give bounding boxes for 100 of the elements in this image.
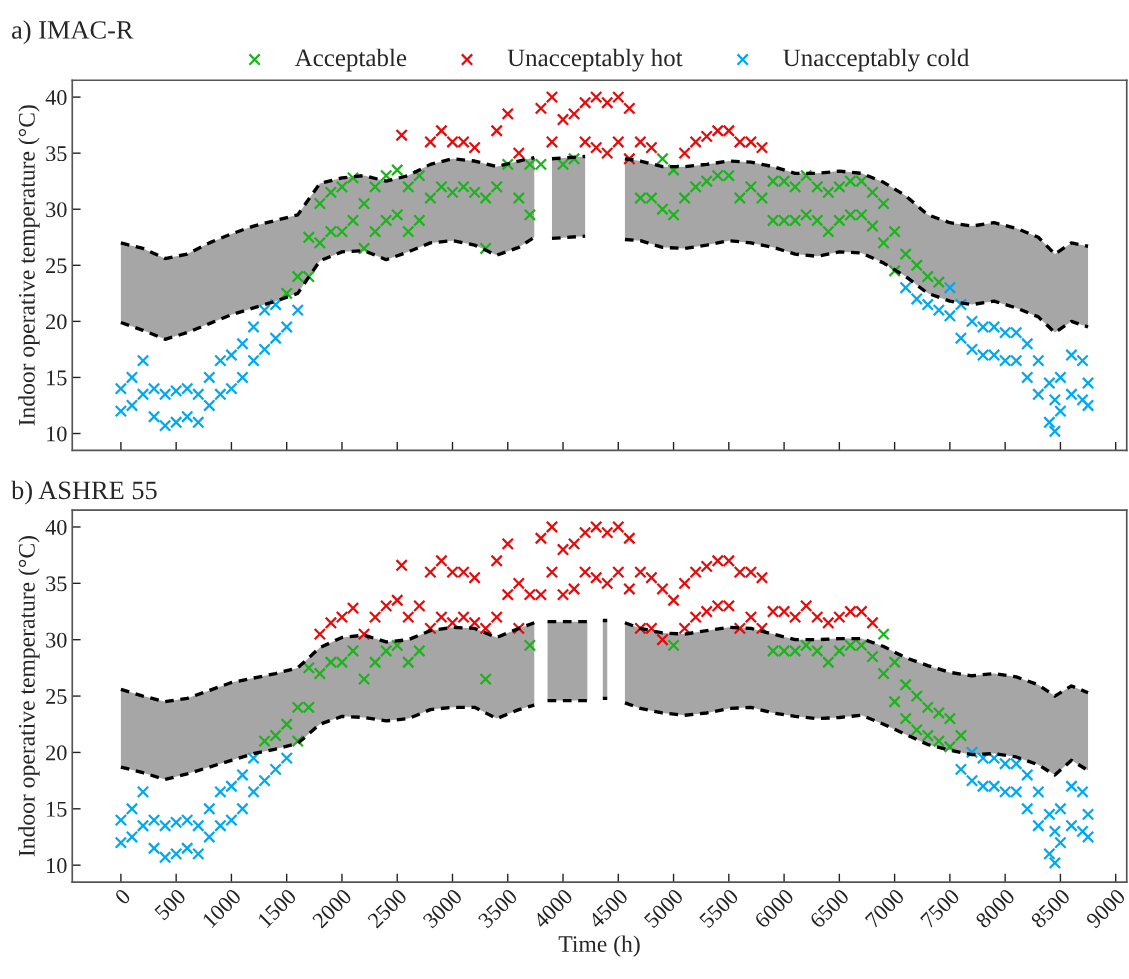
point bbox=[225, 780, 238, 793]
point bbox=[291, 734, 304, 748]
point bbox=[689, 135, 702, 149]
point bbox=[623, 102, 636, 115]
point bbox=[932, 734, 946, 748]
point bbox=[612, 90, 625, 104]
point bbox=[147, 813, 161, 827]
point bbox=[645, 141, 658, 154]
point bbox=[203, 802, 216, 816]
point bbox=[921, 729, 935, 742]
x-tick-label: 4000 bbox=[532, 887, 574, 930]
y-tick-label: 25 bbox=[46, 689, 67, 704]
y-axis-title: Indoor operative temperature (°C) bbox=[18, 536, 40, 857]
point bbox=[147, 842, 161, 855]
point bbox=[247, 751, 260, 765]
y-tick-label: 30 bbox=[46, 202, 67, 218]
point bbox=[578, 135, 592, 149]
point bbox=[192, 819, 205, 832]
point bbox=[545, 135, 559, 149]
point bbox=[1076, 825, 1089, 838]
point bbox=[833, 644, 846, 658]
legend-label: Unacceptably cold bbox=[783, 48, 970, 72]
point bbox=[589, 141, 603, 154]
point bbox=[468, 141, 481, 154]
point bbox=[501, 107, 515, 121]
point bbox=[1032, 785, 1045, 799]
point bbox=[192, 847, 205, 861]
point bbox=[1081, 808, 1095, 821]
chart-title: b) ASHRE 55 bbox=[11, 480, 157, 505]
point bbox=[523, 639, 537, 652]
point bbox=[479, 672, 492, 686]
point bbox=[1043, 808, 1056, 821]
y-tick-label: 10 bbox=[47, 426, 67, 442]
point bbox=[1054, 836, 1067, 849]
point bbox=[346, 644, 360, 658]
legend-label: Unacceptably hot bbox=[507, 48, 683, 72]
y-tick-label: 15 bbox=[47, 370, 67, 386]
point bbox=[567, 107, 581, 121]
point bbox=[954, 729, 968, 742]
y-tick-label: 40 bbox=[45, 90, 67, 106]
point bbox=[302, 661, 316, 675]
point bbox=[534, 102, 548, 115]
point bbox=[1065, 819, 1078, 832]
point bbox=[413, 644, 426, 658]
point bbox=[424, 135, 437, 149]
x-tick-label: 6500 bbox=[809, 887, 850, 929]
point bbox=[589, 90, 603, 104]
y-tick-label: 40 bbox=[45, 519, 67, 535]
y-tick-label: 15 bbox=[47, 801, 67, 817]
point bbox=[932, 706, 946, 720]
point bbox=[402, 655, 415, 669]
point bbox=[280, 751, 293, 765]
point bbox=[1054, 802, 1067, 816]
point bbox=[667, 639, 680, 652]
point bbox=[1048, 825, 1062, 838]
y-tick-label: 35 bbox=[46, 576, 67, 592]
point bbox=[225, 813, 238, 827]
x-tick-label: 500 bbox=[153, 887, 187, 921]
point bbox=[1043, 847, 1056, 861]
point bbox=[965, 746, 979, 759]
point bbox=[1076, 785, 1089, 799]
point bbox=[114, 813, 128, 827]
point bbox=[125, 830, 139, 844]
point bbox=[810, 644, 824, 658]
point bbox=[888, 695, 901, 708]
point bbox=[269, 763, 282, 776]
point bbox=[512, 146, 526, 160]
point bbox=[899, 678, 912, 692]
x-tick-label: 0 bbox=[114, 887, 132, 906]
point bbox=[214, 819, 227, 832]
point bbox=[357, 672, 371, 686]
point bbox=[910, 689, 923, 703]
point bbox=[114, 836, 128, 849]
y-tick-label: 10 bbox=[47, 858, 67, 874]
point bbox=[236, 768, 249, 782]
point bbox=[634, 135, 647, 149]
point bbox=[678, 146, 691, 160]
point bbox=[214, 785, 227, 799]
point bbox=[921, 701, 935, 714]
point bbox=[888, 655, 901, 669]
y-tick-label: 25 bbox=[46, 258, 67, 274]
point bbox=[313, 667, 327, 680]
point bbox=[136, 819, 150, 832]
y-axis-title: Indoor operative temperature (°C) bbox=[18, 105, 40, 426]
point bbox=[258, 774, 271, 787]
point bbox=[1021, 802, 1034, 816]
x-axis-title: Time (h) bbox=[558, 935, 640, 957]
y-tick-label: 20 bbox=[46, 314, 67, 330]
point bbox=[877, 627, 890, 641]
point bbox=[1032, 819, 1045, 832]
point bbox=[799, 639, 813, 652]
point bbox=[899, 712, 912, 725]
point bbox=[125, 802, 139, 816]
point bbox=[435, 124, 448, 137]
point bbox=[954, 763, 968, 776]
point bbox=[203, 830, 216, 844]
point bbox=[866, 650, 879, 663]
point bbox=[578, 96, 592, 109]
point bbox=[269, 729, 282, 742]
point bbox=[258, 734, 271, 748]
